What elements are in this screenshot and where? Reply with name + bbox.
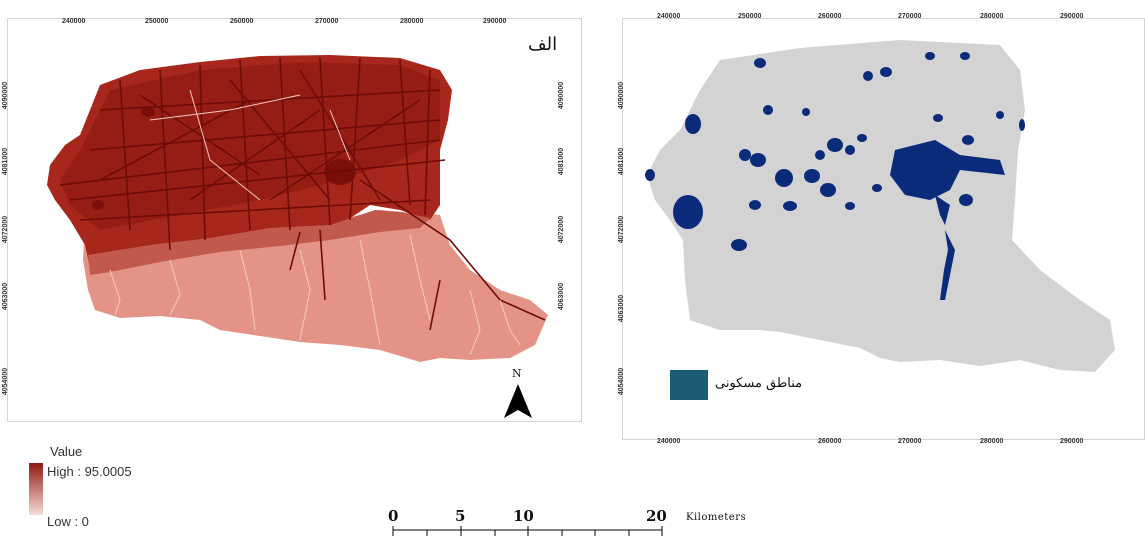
stream-lines	[109, 89, 521, 356]
left-top-tick-1: 250000	[145, 18, 169, 25]
scale-unit: Kilometers	[686, 512, 747, 523]
right-bottom-tick-1: 260000	[818, 438, 842, 445]
north-arrow-icon	[504, 384, 532, 418]
scale-label-20: 20	[646, 507, 667, 525]
right-bottom-tick-2: 270000	[898, 438, 922, 445]
left-top-tick-4: 280000	[400, 18, 424, 25]
right-top-tick-5: 290000	[1060, 13, 1084, 20]
settlement-legend-label: مناطق مسكونى	[715, 376, 803, 391]
right-top-tick-2: 260000	[818, 13, 842, 20]
value-legend-title: Value	[50, 444, 83, 459]
right-top-tick-0: 240000	[657, 13, 681, 20]
darker-core-region	[60, 62, 440, 230]
value-gradient-bar	[29, 463, 43, 515]
value-legend-high: High : 95.0005	[47, 464, 132, 479]
left-map-label: الف	[528, 34, 558, 55]
study-area	[647, 40, 1115, 372]
road-network	[59, 57, 546, 331]
scale-label-0: 0	[388, 507, 399, 525]
left-top-tick-0: 240000	[62, 18, 86, 25]
scale-label-10: 10	[513, 507, 534, 525]
right-map-raster	[645, 40, 1115, 372]
value-legend-low: Low : 0	[47, 514, 89, 529]
left-map-raster	[47, 55, 548, 362]
right-bottom-tick-3: 280000	[980, 438, 1004, 445]
left-top-tick-3: 270000	[315, 18, 339, 25]
settlement-patches	[645, 52, 1025, 300]
left-top-tick-2: 260000	[230, 18, 254, 25]
settlement-legend-swatch	[670, 370, 708, 400]
scale-bar	[392, 526, 663, 536]
left-top-tick-5: 290000	[483, 18, 507, 25]
scale-label-5: 5	[455, 507, 466, 525]
right-bottom-tick-4: 290000	[1060, 438, 1084, 445]
right-top-tick-4: 280000	[980, 13, 1004, 20]
right-bottom-tick-0: 240000	[657, 438, 681, 445]
right-top-tick-3: 270000	[898, 13, 922, 20]
north-letter: N	[512, 367, 522, 380]
mid-value-band	[88, 210, 430, 275]
right-top-tick-1: 250000	[738, 13, 762, 20]
